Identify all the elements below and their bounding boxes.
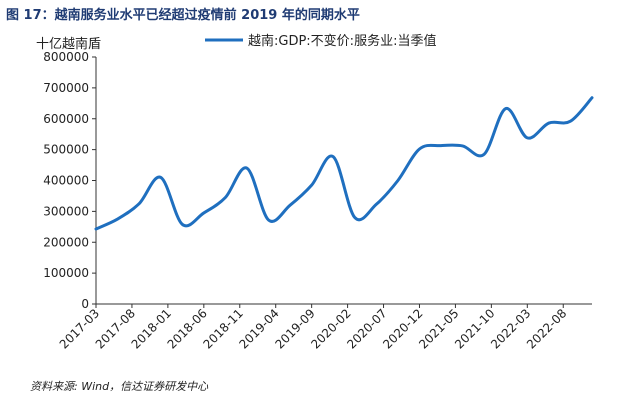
y-tick-label: 600000 [43, 112, 89, 126]
data-point [505, 108, 507, 110]
data-point [483, 153, 485, 155]
data-point [138, 203, 140, 205]
source-note: 资料来源: Wind，信达证券研发中心 [30, 380, 209, 393]
data-point [311, 184, 313, 186]
figure-title: 图 17：越南服务业水平已经超过疫情前 2019 年的同期水平 [6, 8, 360, 23]
data-point [440, 145, 442, 147]
data-point [354, 217, 356, 219]
data-point [569, 120, 571, 122]
y-tick-label: 100000 [43, 266, 89, 280]
y-tick-label: 400000 [43, 174, 89, 188]
y-tick-label: 200000 [43, 235, 89, 249]
data-point [246, 167, 248, 169]
x-tick-labels: 2017-032017-082018-012018-062018-112019-… [57, 306, 570, 351]
data-point [548, 122, 550, 124]
data-point [289, 204, 291, 206]
data-point [268, 219, 270, 221]
series-line [94, 96, 594, 231]
data-point [526, 137, 528, 139]
y-tick-label: 800000 [43, 50, 89, 64]
y-tick-label: 0 [81, 297, 89, 311]
data-point [375, 203, 377, 205]
legend: 越南:GDP:不变价:服务业:当季值 [205, 33, 436, 49]
axes [92, 56, 592, 308]
y-tick-label: 500000 [43, 143, 89, 157]
data-point [462, 145, 464, 147]
series-group [94, 96, 594, 231]
y-axis-unit-label: 十亿越南盾 [36, 37, 102, 52]
data-point [397, 180, 399, 182]
legend-label: 越南:GDP:不变价:服务业:当季值 [248, 33, 436, 49]
data-point [160, 176, 162, 178]
x-tick-label: 2022-08 [524, 306, 569, 351]
data-point [95, 228, 97, 230]
data-point [418, 148, 420, 150]
y-tick-label: 300000 [43, 204, 89, 218]
data-point [117, 218, 119, 220]
y-tick-label: 700000 [43, 81, 89, 95]
data-point [203, 212, 205, 214]
y-tick-labels: 0 100000 200000 300000 400000 500000 600000 700… [43, 50, 89, 311]
data-point [332, 156, 334, 158]
data-point [181, 223, 183, 225]
data-point [591, 97, 593, 99]
data-point [224, 196, 226, 198]
